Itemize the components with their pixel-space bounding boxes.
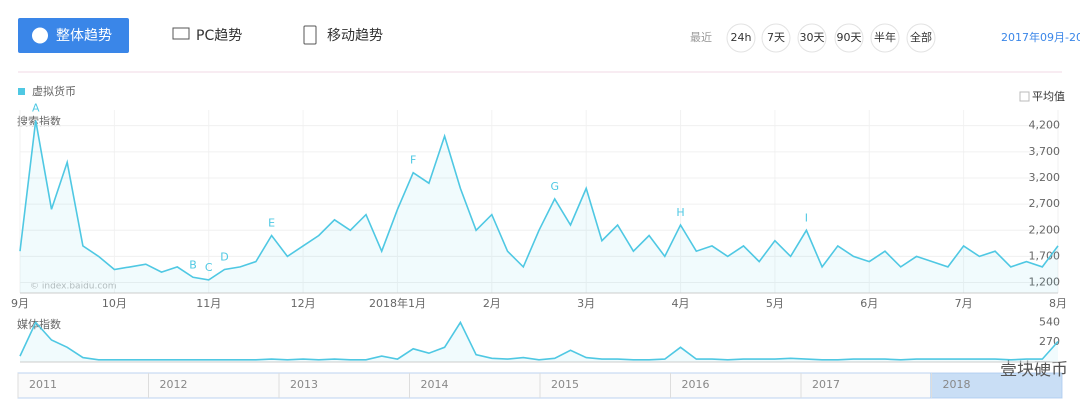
navigator-year: 2011 (29, 378, 57, 391)
range-chip-label[interactable]: 24h (731, 31, 752, 44)
line (19, 120, 1059, 281)
y-label: 媒体指数 (17, 317, 61, 331)
x-tick-label: 7月 (955, 297, 973, 310)
point-label: D (220, 250, 228, 263)
navigator-year: 2013 (290, 378, 318, 391)
area (20, 322, 1058, 362)
area (20, 120, 1058, 293)
navigator-year: 2015 (551, 378, 579, 391)
x-tick-label: 6月 (860, 297, 878, 310)
navigator-year: 2018 (943, 378, 971, 391)
tab-label[interactable]: 移动趋势 (327, 28, 383, 44)
x-tick-label: 4月 (672, 297, 690, 310)
range-chip[interactable] (906, 23, 936, 53)
legend-swatch (18, 88, 25, 95)
navigator-year: 2014 (421, 378, 449, 391)
legend-label[interactable]: 虚拟货币 (32, 84, 76, 98)
range-chip[interactable] (797, 23, 827, 53)
x-tick-label: 9月 (11, 297, 29, 310)
point-label: H (676, 206, 684, 219)
range-chip-label[interactable]: 半年 (874, 30, 896, 44)
range-chip[interactable] (761, 23, 791, 53)
navigator-year: 2017 (812, 378, 840, 391)
tab-label[interactable]: 整体趋势 (56, 28, 112, 44)
range-chip-label[interactable]: 30天 (800, 31, 825, 44)
y-tick-label: 540 (1039, 315, 1060, 328)
source: © index.baidu.com (30, 282, 117, 292)
watermark: 壹块硬币 (1000, 360, 1068, 380)
navigator-year: 2016 (682, 378, 710, 391)
x-tick-label: 11月 (196, 297, 221, 310)
line (19, 320, 1059, 361)
point-label: G (550, 180, 559, 193)
y-tick-label: 4,200 (1029, 119, 1061, 132)
navigator-year: 2012 (160, 378, 188, 391)
point-label: E (268, 216, 275, 229)
x-tick-label: 2018年1月 (369, 296, 426, 310)
average-toggle[interactable]: 平均值 (1032, 90, 1065, 103)
tab-active[interactable] (18, 18, 129, 53)
point-label: I (805, 211, 808, 224)
y-label: 搜索指数 (17, 114, 61, 128)
x-tick-label: 2月 (483, 297, 501, 310)
point-label: C (205, 261, 213, 274)
range-chip-label[interactable]: 全部 (910, 30, 932, 44)
tab-icon (32, 27, 48, 44)
range-chip[interactable] (834, 23, 864, 53)
navigator-window[interactable] (930, 373, 1062, 398)
checkbox[interactable] (1019, 91, 1030, 102)
mobile-icon (303, 25, 317, 45)
range-chip-label[interactable]: 90天 (837, 31, 862, 44)
range-chip-label[interactable]: 7天 (767, 31, 785, 44)
y-tick-label: 3,200 (1029, 171, 1061, 184)
range-chip[interactable] (870, 23, 900, 53)
x-tick-label: 3月 (577, 297, 595, 310)
pc-icon (172, 27, 190, 40)
tab-label[interactable]: PC趋势 (196, 28, 242, 44)
y-tick-label: 1,200 (1029, 276, 1061, 289)
y-tick-label: 2,200 (1029, 223, 1061, 236)
y-tick-label: 2,700 (1029, 197, 1061, 210)
y-tick-label: 3,700 (1029, 145, 1061, 158)
range-label: 最近 (690, 31, 712, 44)
point-label: F (410, 154, 416, 167)
date-range[interactable]: 2017年09月-2018年08月 (1001, 30, 1080, 44)
point-label: B (189, 258, 197, 271)
x-tick-label: 5月 (766, 297, 784, 310)
x-tick-label: 12月 (291, 297, 316, 310)
x-tick-label: 8月 (1049, 297, 1067, 310)
range-chip[interactable] (726, 23, 756, 53)
x-tick-label: 10月 (102, 297, 127, 310)
point-label: A (32, 101, 40, 114)
